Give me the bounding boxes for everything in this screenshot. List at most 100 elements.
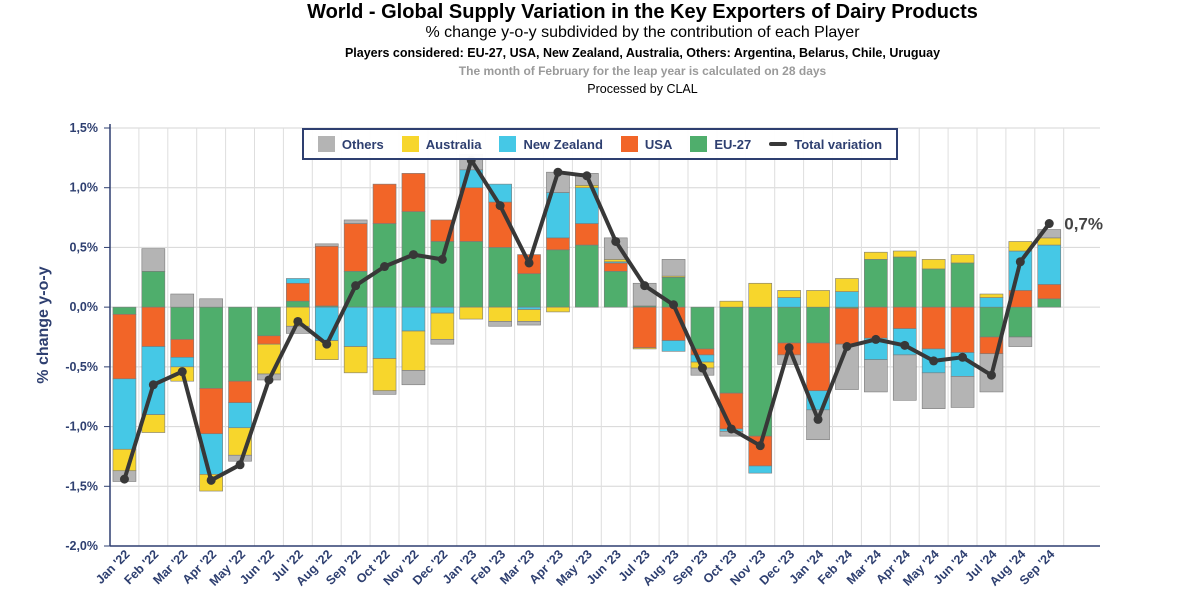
total-variation-point: [351, 281, 361, 291]
bar-segment-usa: [950, 306, 975, 353]
y-tick-label: -1,5%: [65, 479, 98, 493]
bar-segment-eu-27: [546, 249, 570, 308]
bar-segment-australia: [719, 300, 744, 308]
bar-segment-usa: [286, 282, 310, 302]
bar-segment-australia: [921, 259, 946, 270]
bar-segment-eu-27: [1037, 298, 1062, 308]
bar-segment-others: [372, 390, 397, 395]
legend-item-eu-27[interactable]: EU-27: [690, 136, 751, 152]
total-variation-point: [437, 254, 447, 264]
total-variation-point: [322, 339, 332, 349]
bar-segment-usa: [835, 308, 859, 345]
legend-item-usa[interactable]: USA: [620, 136, 673, 152]
total-variation-point: [495, 201, 505, 211]
bar-segment-new-zealand: [401, 306, 426, 332]
bar-segment-new-zealand: [517, 306, 541, 310]
legend-swatch: [401, 136, 419, 152]
legend-label: EU-27: [714, 136, 752, 152]
bar-segment-eu-27: [603, 271, 628, 308]
bar-segment-australia: [575, 185, 599, 189]
bar-segment-eu-27: [806, 306, 830, 344]
total-variation-point: [986, 370, 996, 380]
bar-segment-australia: [632, 347, 657, 350]
bar-segment-australia: [950, 254, 975, 264]
bar-segment-australia: [488, 306, 512, 322]
bar-segment-usa: [864, 306, 888, 339]
bar-segment-usa: [112, 314, 137, 380]
legend-item-others[interactable]: Others: [317, 136, 384, 152]
bar-segment-australia: [401, 330, 426, 371]
bar-segment-eu-27: [228, 306, 252, 382]
bar-segment-eu-27: [719, 306, 744, 394]
bar-segment-australia: [864, 251, 888, 260]
bar-segment-new-zealand: [835, 291, 859, 308]
bar-segment-others: [661, 259, 686, 277]
bar-segment-usa: [806, 342, 830, 392]
leap-year-note: The month of February for the leap year …: [458, 64, 827, 78]
total-variation-point: [640, 281, 650, 291]
bar-segment-usa: [199, 388, 223, 435]
bar-segment-others: [777, 354, 801, 365]
bar-segment-new-zealand: [343, 306, 368, 347]
bar-segment-new-zealand: [979, 297, 1004, 308]
chart-title: World - Global Supply Variation in the K…: [307, 1, 978, 23]
bar-segment-eu-27: [777, 306, 801, 344]
legend-item-new-zealand[interactable]: New Zealand: [499, 136, 603, 152]
total-variation-point: [900, 340, 910, 350]
bar-segment-others: [806, 409, 830, 441]
total-variation-point: [871, 334, 881, 344]
bar-segment-others: [921, 372, 946, 409]
bar-segment-eu-27: [488, 247, 512, 308]
y-tick-label: 0,5%: [70, 240, 99, 254]
total-variation-point: [784, 343, 794, 353]
bar-segment-usa: [632, 306, 657, 349]
legend-item-australia[interactable]: Australia: [401, 136, 481, 152]
bar-segment-others: [864, 359, 888, 393]
total-variation-point: [755, 441, 765, 451]
chart-header: World - Global Supply Variation in the K…: [0, 0, 1200, 99]
total-variation-point: [119, 474, 129, 484]
bar-segment-others: [430, 339, 455, 345]
legend-swatch: [620, 136, 638, 152]
legend-label: USA: [644, 136, 673, 152]
bar-segment-usa: [314, 245, 339, 307]
bar-segment-eu-27: [892, 256, 917, 308]
total-variation-point: [148, 380, 158, 390]
total-variation-point: [380, 262, 390, 272]
bar-segment-australia: [372, 358, 397, 392]
bar-segment-australia: [459, 306, 484, 320]
legend-swatch: [690, 136, 708, 152]
bar-segment-usa: [546, 237, 570, 251]
bar-segment-others: [141, 248, 166, 272]
y-tick-label: 1,5%: [70, 121, 99, 135]
bar-segment-australia: [777, 290, 801, 298]
bar-segment-australia: [892, 250, 917, 258]
bar-segment-australia: [517, 309, 541, 322]
legend-label: New Zealand: [523, 136, 603, 152]
bar-segment-eu-27: [257, 306, 281, 337]
total-variation-point: [293, 316, 303, 326]
bar-segment-usa: [257, 335, 281, 345]
total-variation-point: [553, 167, 563, 177]
y-tick-label: -2,0%: [65, 539, 98, 553]
total-variation-point: [958, 352, 968, 362]
credit-note: Processed by CLAL: [587, 82, 698, 96]
bar-segment-new-zealand: [430, 306, 455, 314]
bar-segment-eu-27: [459, 241, 484, 308]
y-axis-title: % change y-o-y: [35, 266, 52, 383]
bar-segment-new-zealand: [112, 378, 137, 450]
bar-segment-new-zealand: [372, 306, 397, 359]
legend-item-total-variation[interactable]: Total variation: [769, 137, 882, 152]
total-variation-point: [929, 356, 939, 366]
bar-segment-new-zealand: [690, 354, 715, 363]
bar-segment-eu-27: [141, 271, 166, 308]
total-variation-point: [697, 363, 707, 373]
bar-segment-eu-27: [199, 306, 223, 389]
bar-segment-new-zealand: [748, 465, 773, 474]
bar-segment-usa: [170, 339, 195, 358]
bar-segment-new-zealand: [1008, 250, 1033, 291]
bar-segment-usa: [603, 262, 628, 272]
bar-segment-australia: [806, 290, 830, 308]
players-note: Players considered: EU-27, USA, New Zeal…: [344, 46, 941, 60]
bar-segment-eu-27: [921, 268, 946, 308]
